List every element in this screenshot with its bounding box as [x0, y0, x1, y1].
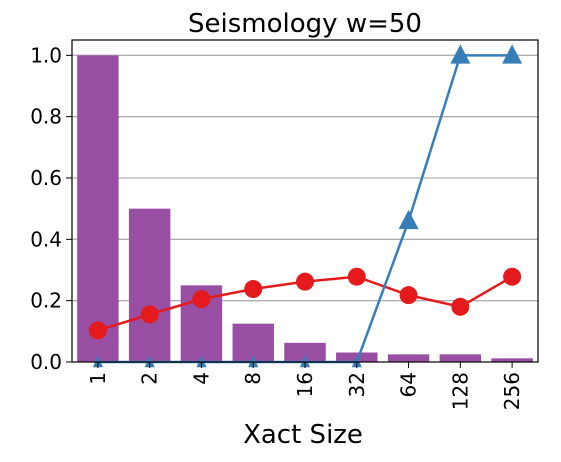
data-point	[144, 355, 155, 368]
data-point	[351, 355, 362, 368]
x-axis-label: Xact Size	[243, 420, 363, 450]
y-tick-label: 0.4	[30, 227, 62, 251]
chart-title: Seismology w=50	[188, 9, 422, 39]
x-tick-label: 1	[86, 372, 110, 385]
data-point	[92, 355, 103, 368]
x-tick-label: 2	[138, 372, 162, 385]
data-point	[398, 209, 419, 230]
data-point	[399, 286, 418, 305]
data-point	[450, 44, 471, 64]
x-tick-label: 8	[241, 372, 265, 385]
bar	[128, 208, 171, 362]
data-point	[88, 321, 107, 340]
bar	[77, 55, 119, 362]
data-point	[347, 267, 366, 286]
data-point	[503, 267, 522, 286]
data-point	[192, 290, 211, 309]
y-tick-label: 0.8	[30, 105, 62, 129]
y-tick-label: 0.2	[30, 289, 62, 313]
axes: 0.0 0.2 0.4 0.6 0.8 1.0 1 2 4 8 16 32 64 128 256	[30, 39, 539, 410]
bar	[439, 354, 482, 362]
data-point	[451, 297, 470, 316]
bars	[77, 55, 533, 362]
y-tick-label: 1.0	[30, 43, 62, 67]
series-lines	[88, 44, 523, 368]
x-tick-label: 64	[397, 372, 421, 397]
x-tick-label: 32	[345, 372, 369, 397]
bar	[387, 354, 430, 362]
x-tick-label: 256	[500, 372, 524, 410]
data-point	[244, 280, 263, 299]
bar	[491, 358, 533, 362]
data-point	[296, 272, 314, 291]
data-point	[196, 355, 207, 368]
x-tick-label: 4	[189, 372, 213, 385]
plot-frame	[71, 39, 539, 363]
data-point	[300, 355, 310, 368]
y-tick-label: 0.6	[30, 166, 62, 190]
data-point	[248, 355, 259, 368]
x-tick-label: 128	[448, 372, 472, 410]
data-point	[140, 305, 159, 324]
y-tick-label: 0.0	[30, 350, 62, 374]
bar	[284, 342, 326, 362]
data-point	[502, 44, 523, 64]
x-tick-label: 16	[293, 372, 317, 397]
